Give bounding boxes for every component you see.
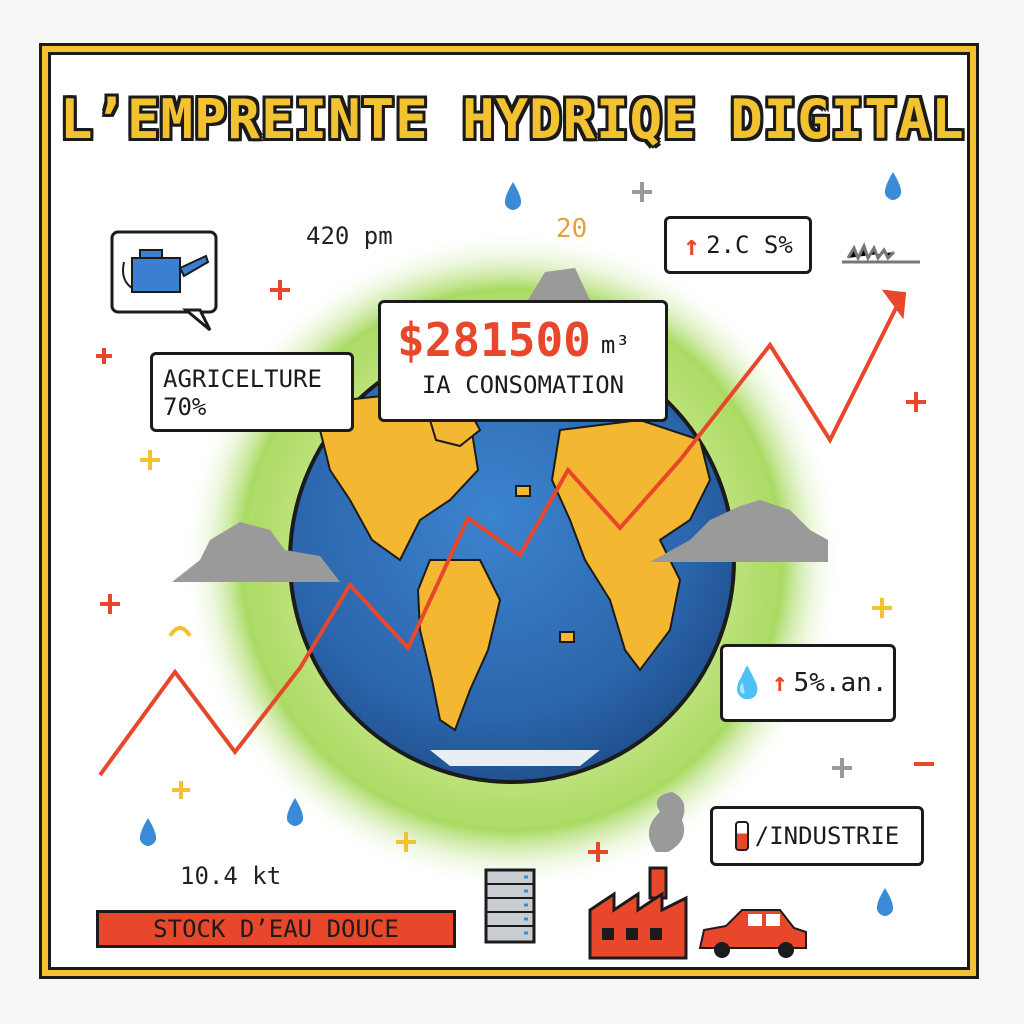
stock-amount: 10.4 kt (180, 862, 282, 890)
watering-can-icon (122, 249, 210, 293)
consumption-value: $281500 (397, 313, 591, 367)
counter-label: 20 (556, 214, 588, 244)
factory-icon (588, 792, 688, 960)
water-rate-value: 5%.an. (793, 668, 888, 698)
arrow-up-icon (881, 289, 907, 320)
agriculture-bubble: AGRICELTURE 70% (150, 352, 354, 432)
industry-label: /INDUSTRIE (754, 822, 900, 850)
poster-title: L’EMPREINTE HYDRIQE DIGITAL (60, 88, 965, 151)
consumption-bubble: $281500 m³ IA CONSOMATION (378, 300, 668, 422)
growth-bubble: ↑ 2.C S% (664, 216, 812, 274)
water-drop-icon (139, 172, 902, 916)
trend-line (98, 299, 902, 777)
cloud-icon (172, 500, 828, 582)
consumption-label: IA CONSOMATION (421, 371, 625, 399)
agriculture-percent: 70% (163, 393, 207, 421)
cloud-icon (528, 268, 590, 300)
arrow-up-icon: ↑ (771, 668, 788, 698)
watering-can-bubble (110, 230, 218, 332)
stock-label: STOCK D’EAU DOUCE (153, 915, 399, 943)
industry-bubble: /INDUSTRIE (710, 806, 924, 866)
water-drop-icon: 💧 (728, 665, 766, 701)
globe-icon (288, 336, 736, 784)
water-rate-bubble: 💧 ↑ 5%.an. (720, 644, 896, 722)
time-label: 420 pm (306, 222, 393, 250)
thermometer-icon (734, 821, 749, 851)
stock-bar: STOCK D’EAU DOUCE (96, 910, 456, 948)
arrow-up-icon: ↑ (683, 228, 701, 262)
server-rack-icon (484, 868, 536, 944)
car-icon (698, 909, 807, 958)
chart-mini-icon (842, 242, 920, 264)
growth-value: 2.C S% (706, 231, 793, 259)
sparkle-icon (96, 182, 934, 862)
consumption-unit: m³ (600, 331, 630, 359)
agriculture-label: AGRICELTURE (163, 365, 322, 393)
